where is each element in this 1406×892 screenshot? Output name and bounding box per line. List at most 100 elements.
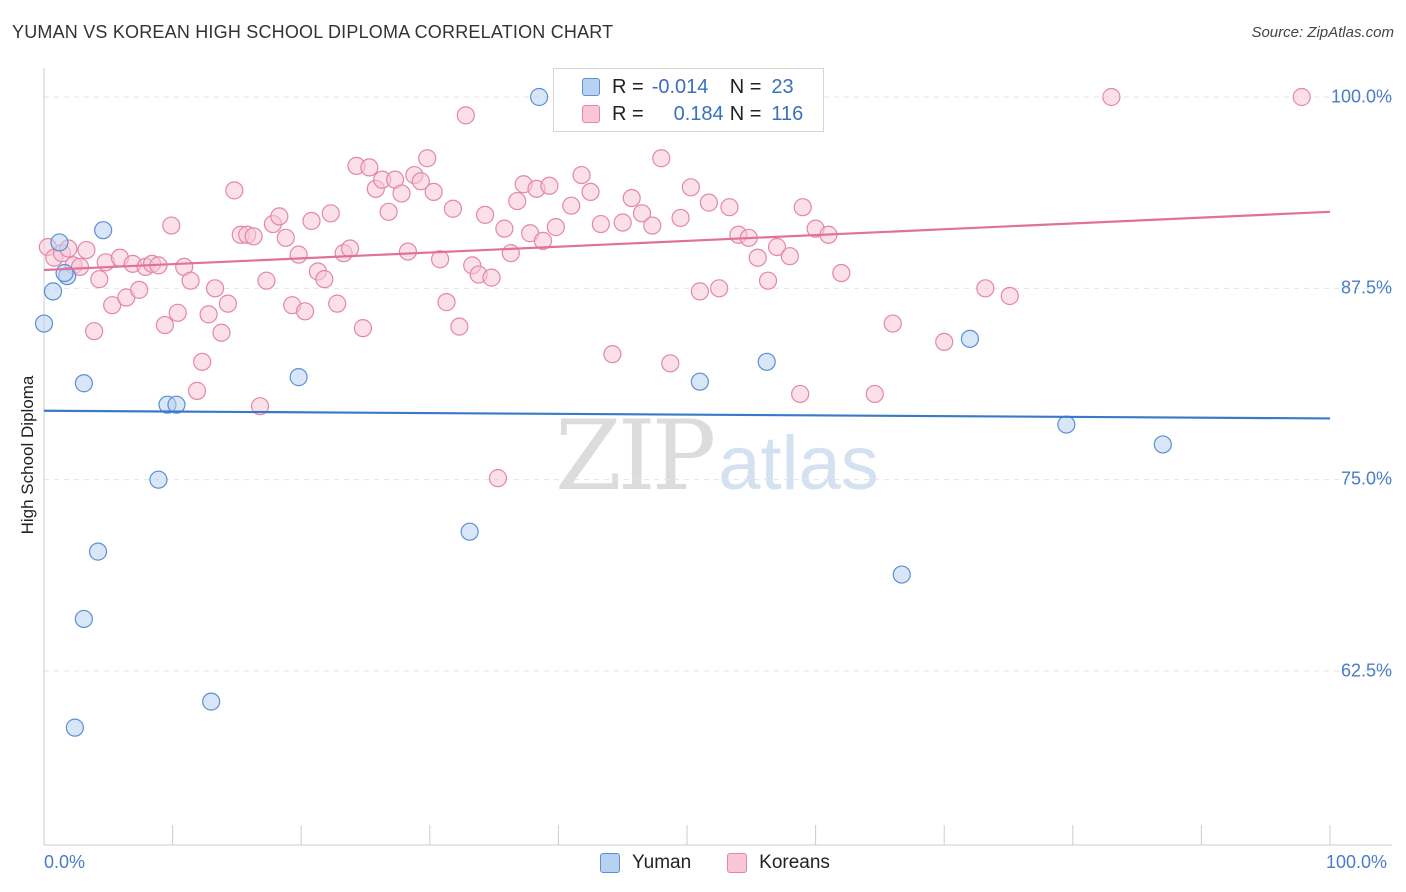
koreans-point (832, 263, 851, 283)
yuman-point (94, 221, 113, 240)
koreans-point (482, 268, 501, 287)
koreans-point (398, 242, 418, 261)
koreans-point (661, 354, 680, 373)
koreans-point (699, 193, 718, 212)
legend-swatch-yuman (582, 78, 600, 96)
y-tick-label-100: 100.0% (1330, 86, 1392, 107)
x-tick-label-100: 100.0% (1326, 852, 1388, 872)
koreans-point (720, 198, 739, 217)
koreans-point (622, 188, 641, 208)
koreans-point (793, 198, 812, 217)
yuman-point (34, 314, 54, 333)
yuman-point (74, 609, 93, 629)
stats-legend: R = -0.014 N = 23 R = 0.184 N = 116 (553, 68, 824, 132)
legend-r-label: R = (612, 75, 644, 98)
grid-layer (44, 96, 1390, 672)
legend-row-yuman: R = -0.014 N = 23 (554, 74, 794, 100)
koreans-point (430, 250, 450, 269)
koreans-point (379, 202, 398, 221)
koreans-point (392, 184, 411, 203)
x-tick-label-0: 0.0% (44, 852, 86, 872)
koreans-point (591, 214, 610, 234)
legend-r-label: R = (612, 102, 644, 125)
legend-n-label: N = (729, 102, 762, 125)
y-tick-label-62-5: 62.5% (1340, 660, 1392, 681)
koreans-point (302, 211, 321, 231)
koreans-point (155, 315, 174, 335)
koreans-point (572, 165, 591, 185)
koreans-point (671, 208, 690, 228)
koreans-point (475, 205, 495, 224)
series-legend-label-yuman: Yuman (632, 852, 692, 873)
koreans-point (328, 294, 347, 313)
legend-n-value: 23 (771, 75, 794, 98)
koreans-trend-line (43, 210, 1331, 272)
series-legend-swatch-yuman (600, 853, 620, 873)
yuman-point (1057, 415, 1076, 434)
koreans-point (90, 270, 109, 289)
yuman-point (892, 565, 911, 584)
koreans-point (603, 345, 622, 364)
koreans-point (613, 213, 632, 232)
koreans-point (437, 293, 456, 312)
koreans-point (508, 191, 527, 211)
koreans-point (424, 182, 443, 202)
legend-swatch-koreans (582, 105, 600, 123)
koreans-point (270, 207, 289, 226)
koreans-point (780, 247, 799, 266)
koreans-point (1102, 87, 1121, 107)
legend-n-value: 116 (771, 102, 804, 125)
koreans-point (340, 239, 360, 258)
koreans-point (1000, 286, 1019, 306)
koreans-point (758, 271, 778, 290)
yuman-trend-line (43, 409, 1331, 420)
legend-r-value: -0.014 (651, 75, 709, 98)
yuman-point (88, 542, 108, 561)
y-tick-label-87-5: 87.5% (1340, 277, 1392, 298)
korean-points (38, 87, 1311, 488)
yuman-point (757, 352, 776, 371)
koreans-point (652, 149, 671, 168)
koreans-point (443, 199, 463, 218)
koreans-point (411, 172, 430, 191)
koreans-point (456, 106, 475, 125)
yuman-point (149, 470, 168, 489)
y-axis-label: High School Diploma (18, 375, 37, 535)
koreans-point (533, 231, 553, 250)
koreans-point (1292, 87, 1311, 107)
koreans-point (883, 314, 902, 333)
yuman-point (1153, 435, 1172, 454)
yuman-point (43, 282, 63, 301)
koreans-point (199, 305, 218, 324)
y-tick-label-75: 75.0% (1340, 468, 1392, 489)
koreans-point (205, 279, 225, 298)
koreans-point (218, 294, 237, 313)
trend-layer (43, 210, 1331, 420)
koreans-point (103, 296, 122, 315)
koreans-point (289, 245, 308, 264)
yuman-point (50, 233, 69, 252)
koreans-point (976, 279, 995, 298)
koreans-point (562, 196, 581, 215)
koreans-point (581, 182, 600, 202)
series-legend-swatch-koreans (727, 853, 748, 873)
koreans-point (162, 216, 181, 235)
koreans-point (250, 397, 270, 416)
legend-row-koreans: R = 0.184 N = 116 (554, 101, 803, 127)
koreans-point (244, 227, 263, 246)
series-legend-label-koreans: Koreans (759, 852, 830, 873)
koreans-point (225, 181, 244, 200)
koreans-point (865, 384, 884, 404)
koreans-point (488, 469, 508, 488)
koreans-point (935, 332, 954, 352)
koreans-point (187, 381, 207, 400)
legend-n-label: N = (729, 75, 762, 98)
koreans-point (681, 178, 700, 197)
koreans-point (168, 303, 187, 322)
legend-r-value: 0.184 (673, 102, 724, 125)
koreans-point (193, 352, 212, 371)
koreans-point (791, 384, 810, 404)
yuman-points (34, 87, 1172, 737)
yuman-point (74, 374, 93, 393)
